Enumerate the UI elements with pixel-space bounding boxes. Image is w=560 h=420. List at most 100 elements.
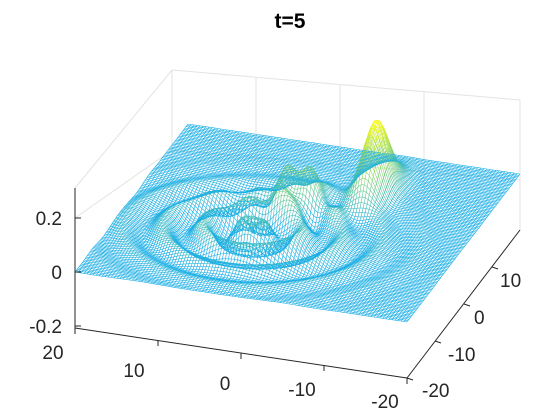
mesh-line xyxy=(177,186,180,189)
mesh-line xyxy=(151,200,153,203)
mesh-line xyxy=(207,185,209,189)
mesh-line xyxy=(148,198,150,201)
mesh-line xyxy=(165,195,168,199)
mesh-line xyxy=(258,190,260,194)
mesh-line xyxy=(203,269,206,273)
mesh-line xyxy=(204,266,207,270)
mesh-line xyxy=(220,187,222,190)
mesh-line xyxy=(235,196,237,200)
mesh-line xyxy=(199,211,202,215)
mesh-line xyxy=(145,203,147,206)
mesh-line xyxy=(214,284,217,287)
mesh-line xyxy=(151,178,154,181)
mesh-line xyxy=(219,267,222,272)
mesh-line xyxy=(192,185,195,189)
mesh-line xyxy=(149,211,151,214)
mesh-line xyxy=(227,179,229,182)
mesh-line xyxy=(211,251,213,257)
mesh-line xyxy=(183,220,185,223)
mesh-line xyxy=(181,255,184,259)
mesh-line xyxy=(188,219,190,223)
mesh-line xyxy=(154,209,156,212)
mesh-line xyxy=(243,247,245,252)
mesh-line xyxy=(191,187,194,191)
mesh-line xyxy=(204,195,207,199)
mesh-line xyxy=(163,176,166,179)
mesh-line xyxy=(234,187,236,190)
mesh-line xyxy=(206,269,209,273)
mesh-line xyxy=(143,207,145,209)
mesh-line xyxy=(243,234,246,243)
mesh-line xyxy=(168,189,171,192)
mesh-line xyxy=(196,208,199,213)
mesh-line xyxy=(195,266,198,270)
mesh-line xyxy=(208,263,211,267)
mesh-line xyxy=(155,207,157,210)
mesh-line xyxy=(245,185,247,189)
mesh-line xyxy=(196,263,199,267)
mesh-line xyxy=(251,199,253,203)
mesh-line xyxy=(260,194,262,199)
mesh-line xyxy=(150,180,153,183)
mesh-line xyxy=(184,195,187,198)
mesh-line xyxy=(175,190,178,193)
mesh-line xyxy=(178,211,180,214)
mesh-line xyxy=(167,191,170,194)
mesh-line xyxy=(187,201,190,204)
mesh-line xyxy=(192,194,195,197)
mesh-line xyxy=(244,201,246,205)
mesh-line xyxy=(190,214,193,218)
mesh-line xyxy=(196,193,199,196)
mesh-line xyxy=(267,179,270,182)
mesh-line xyxy=(187,221,189,225)
mesh-line xyxy=(145,210,147,213)
mesh-line xyxy=(210,199,213,204)
mesh-line xyxy=(174,192,177,196)
mesh-line xyxy=(221,271,224,275)
mesh-line xyxy=(226,229,229,233)
mesh-line xyxy=(162,193,165,197)
mesh-line xyxy=(223,224,226,229)
mesh-line xyxy=(266,181,269,184)
mesh-line xyxy=(159,192,162,195)
mesh-line xyxy=(221,231,224,235)
mesh-line xyxy=(240,189,242,192)
mesh-line xyxy=(225,253,227,259)
mesh-line xyxy=(259,182,262,186)
mesh-line xyxy=(180,258,183,262)
mesh-line xyxy=(186,266,189,270)
mesh-line xyxy=(122,246,124,249)
surface-mesh xyxy=(74,119,521,323)
mesh-line xyxy=(222,198,225,203)
mesh-line xyxy=(230,201,232,206)
mesh-line xyxy=(186,257,189,261)
mesh-line xyxy=(241,178,243,182)
mesh-line xyxy=(210,266,213,271)
mesh-line xyxy=(224,272,227,276)
mesh-line xyxy=(251,192,253,197)
mesh-line xyxy=(147,207,149,210)
mesh-line xyxy=(220,219,223,224)
mesh-line xyxy=(156,176,159,179)
mesh-line xyxy=(231,185,233,189)
mesh-line xyxy=(181,205,183,208)
mesh-line xyxy=(205,272,208,275)
mesh-line xyxy=(223,180,225,183)
mesh-line xyxy=(191,260,194,264)
mesh-line xyxy=(262,183,265,186)
mesh-line xyxy=(176,171,179,174)
mesh-line xyxy=(212,182,214,185)
mesh-line xyxy=(181,193,184,197)
mesh-line xyxy=(234,179,236,182)
mesh-line xyxy=(180,250,183,253)
mesh-line xyxy=(146,209,148,212)
mesh-line xyxy=(202,201,205,206)
mesh-line xyxy=(213,187,215,191)
mesh-line xyxy=(160,197,162,201)
mesh-line xyxy=(154,202,156,205)
mesh-line xyxy=(157,196,159,199)
mesh-line xyxy=(208,194,211,198)
mesh-line xyxy=(246,182,248,186)
mesh-line xyxy=(242,194,244,198)
mesh-line xyxy=(185,252,188,256)
